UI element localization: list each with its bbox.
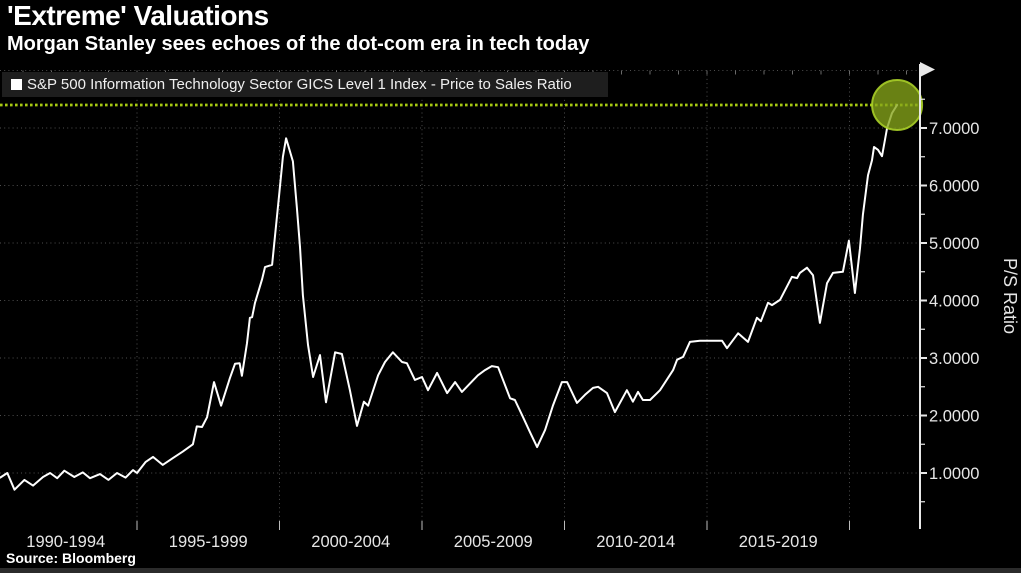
legend-square-marker-icon — [11, 79, 22, 90]
page-subtitle: Morgan Stanley sees echoes of the dot-co… — [7, 33, 590, 55]
y-axis-arrow-icon — [920, 62, 935, 77]
source-note: Source: Bloomberg — [6, 550, 136, 566]
x-tick-label: 2005-2009 — [454, 533, 533, 551]
y-tick-label: 6.0000 — [929, 178, 979, 196]
x-tick-label: 1995-1999 — [169, 533, 248, 551]
y-tick-label: 1.0000 — [929, 465, 979, 483]
series-line — [0, 104, 899, 491]
y-tick-label: 5.0000 — [929, 235, 979, 253]
y-tick-label: 3.0000 — [929, 350, 979, 368]
y-tick-label: 4.0000 — [929, 293, 979, 311]
y-axis-title: P/S Ratio — [1000, 258, 1020, 334]
legend-label: S&P 500 Information Technology Sector GI… — [27, 76, 572, 93]
x-tick-label: 2000-2004 — [311, 533, 390, 551]
x-tick-label: 2010-2014 — [596, 533, 675, 551]
legend: S&P 500 Information Technology Sector GI… — [2, 72, 608, 97]
highlight-circle — [871, 79, 924, 131]
x-tick-label: 2015-2019 — [739, 533, 818, 551]
page-title: 'Extreme' Valuations — [7, 0, 269, 31]
x-tick-label: 1990-1994 — [26, 533, 105, 551]
y-tick-label: 2.0000 — [929, 408, 979, 426]
y-tick-label: 7.0000 — [929, 120, 979, 138]
bottom-band — [0, 568, 1021, 573]
